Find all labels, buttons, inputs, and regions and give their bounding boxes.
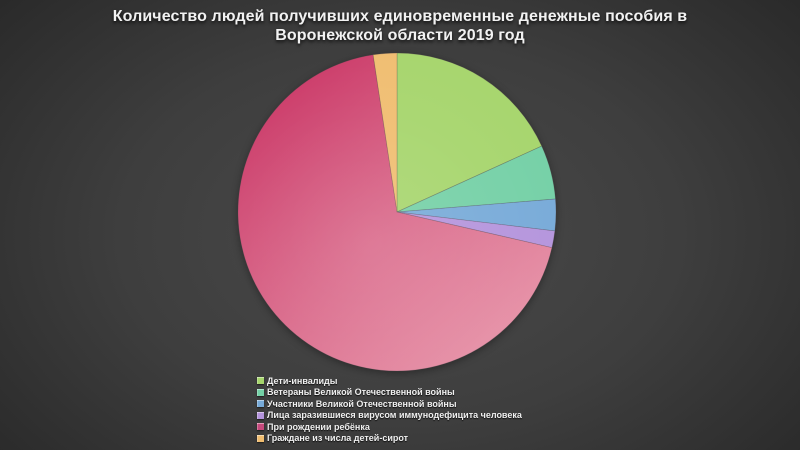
legend-swatch	[257, 434, 264, 442]
legend-label: Дети-инвалиды	[267, 375, 338, 386]
legend-label: Участники Великой Отечественной войны	[267, 398, 457, 409]
legend-swatch	[257, 423, 264, 431]
legend-item: Дети-инвалиды	[257, 375, 522, 387]
legend-swatch	[257, 411, 264, 419]
chart-title: Количество людей получивших единовременн…	[112, 8, 688, 44]
legend-item: Ветераны Великой Отечественной войны	[257, 387, 522, 399]
legend-item: При рождении ребёнка	[257, 421, 522, 433]
legend-label: Лица заразившиеся вирусом иммунодефицита…	[267, 410, 522, 421]
legend-label: Ветераны Великой Отечественной войны	[267, 387, 455, 398]
legend-swatch	[257, 400, 264, 408]
legend-item: Участники Великой Отечественной войны	[257, 398, 522, 410]
legend-item: Граждане из числа детей-сирот	[257, 433, 522, 445]
legend-label: Граждане из числа детей-сирот	[267, 433, 409, 444]
legend-swatch	[257, 377, 264, 385]
legend-swatch	[257, 388, 264, 396]
legend: Дети-инвалиды Ветераны Великой Отечествен…	[257, 375, 522, 444]
legend-item: Лица заразившиеся вирусом иммунодефицита…	[257, 410, 522, 422]
pie-sheen-overlay	[238, 53, 556, 371]
legend-label: При рождении ребёнка	[267, 421, 370, 432]
